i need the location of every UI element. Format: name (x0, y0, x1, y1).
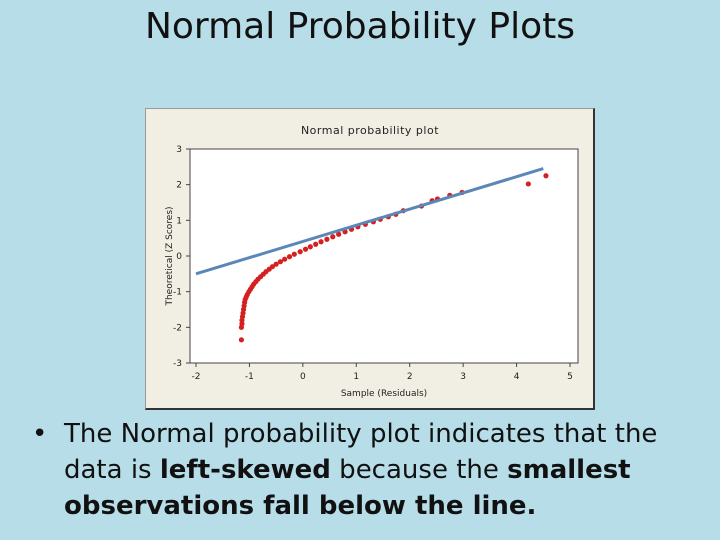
data-point (238, 337, 245, 343)
data-point (307, 244, 313, 250)
x-tick-label: 3 (460, 372, 466, 382)
data-point (273, 261, 279, 267)
y-ticks: 3 2 1 0 -1 -2 -3 (173, 145, 190, 369)
x-axis-label: Sample (Residuals) (341, 389, 427, 399)
y-tick-label: -3 (173, 359, 182, 369)
y-tick-label: 2 (176, 181, 182, 191)
y-tick-label: 0 (176, 252, 182, 262)
chart-title: Normal probability plot (301, 124, 439, 137)
x-tick-label: 4 (514, 372, 520, 382)
bullet-text: • The Normal probability plot indicates t… (30, 416, 690, 524)
y-axis-label: Theoretical (Z Scores) (165, 206, 175, 306)
x-tick-label: 0 (300, 372, 306, 382)
x-tick-label: -2 (192, 372, 201, 382)
chart-svg: Normal probability plot Theoretical (Z S… (165, 124, 579, 399)
data-point (313, 241, 319, 247)
bullet-marker: • (32, 419, 48, 449)
y-tick-label: 1 (176, 216, 182, 226)
normal-probability-plot-figure: Normal probability plot Theoretical (Z S… (145, 108, 595, 410)
y-tick-label: -1 (173, 288, 182, 298)
data-point (239, 321, 245, 327)
x-ticks: -2 -1 0 1 2 3 4 5 (192, 363, 573, 382)
data-point (318, 239, 324, 245)
data-point (282, 256, 288, 262)
data-point (336, 231, 342, 237)
bullet-bold-2: smallest observations fall below the lin… (64, 455, 631, 521)
data-point (277, 259, 284, 265)
bullet-part-1: The Normal probability plot indicates th… (64, 419, 658, 485)
reference-line (195, 167, 544, 276)
plot-area (189, 148, 579, 364)
data-point (525, 181, 531, 187)
y-tick-label: 3 (176, 145, 182, 155)
bullet-bold-1: left-skewed (159, 455, 331, 485)
data-point (286, 254, 293, 260)
data-point (302, 246, 309, 252)
data-point (543, 173, 549, 179)
bullet-part-2: because the (330, 455, 508, 485)
data-point (291, 251, 297, 257)
data-point (330, 234, 336, 240)
data-point (324, 236, 330, 242)
x-tick-label: 2 (407, 372, 413, 382)
data-point (269, 264, 276, 270)
x-tick-label: 5 (567, 372, 573, 382)
data-point (297, 249, 303, 255)
y-tick-label: -2 (173, 323, 182, 333)
slide-title: Normal Probability Plots (144, 6, 576, 47)
x-tick-label: -1 (245, 372, 254, 382)
x-tick-label: 1 (353, 372, 359, 382)
